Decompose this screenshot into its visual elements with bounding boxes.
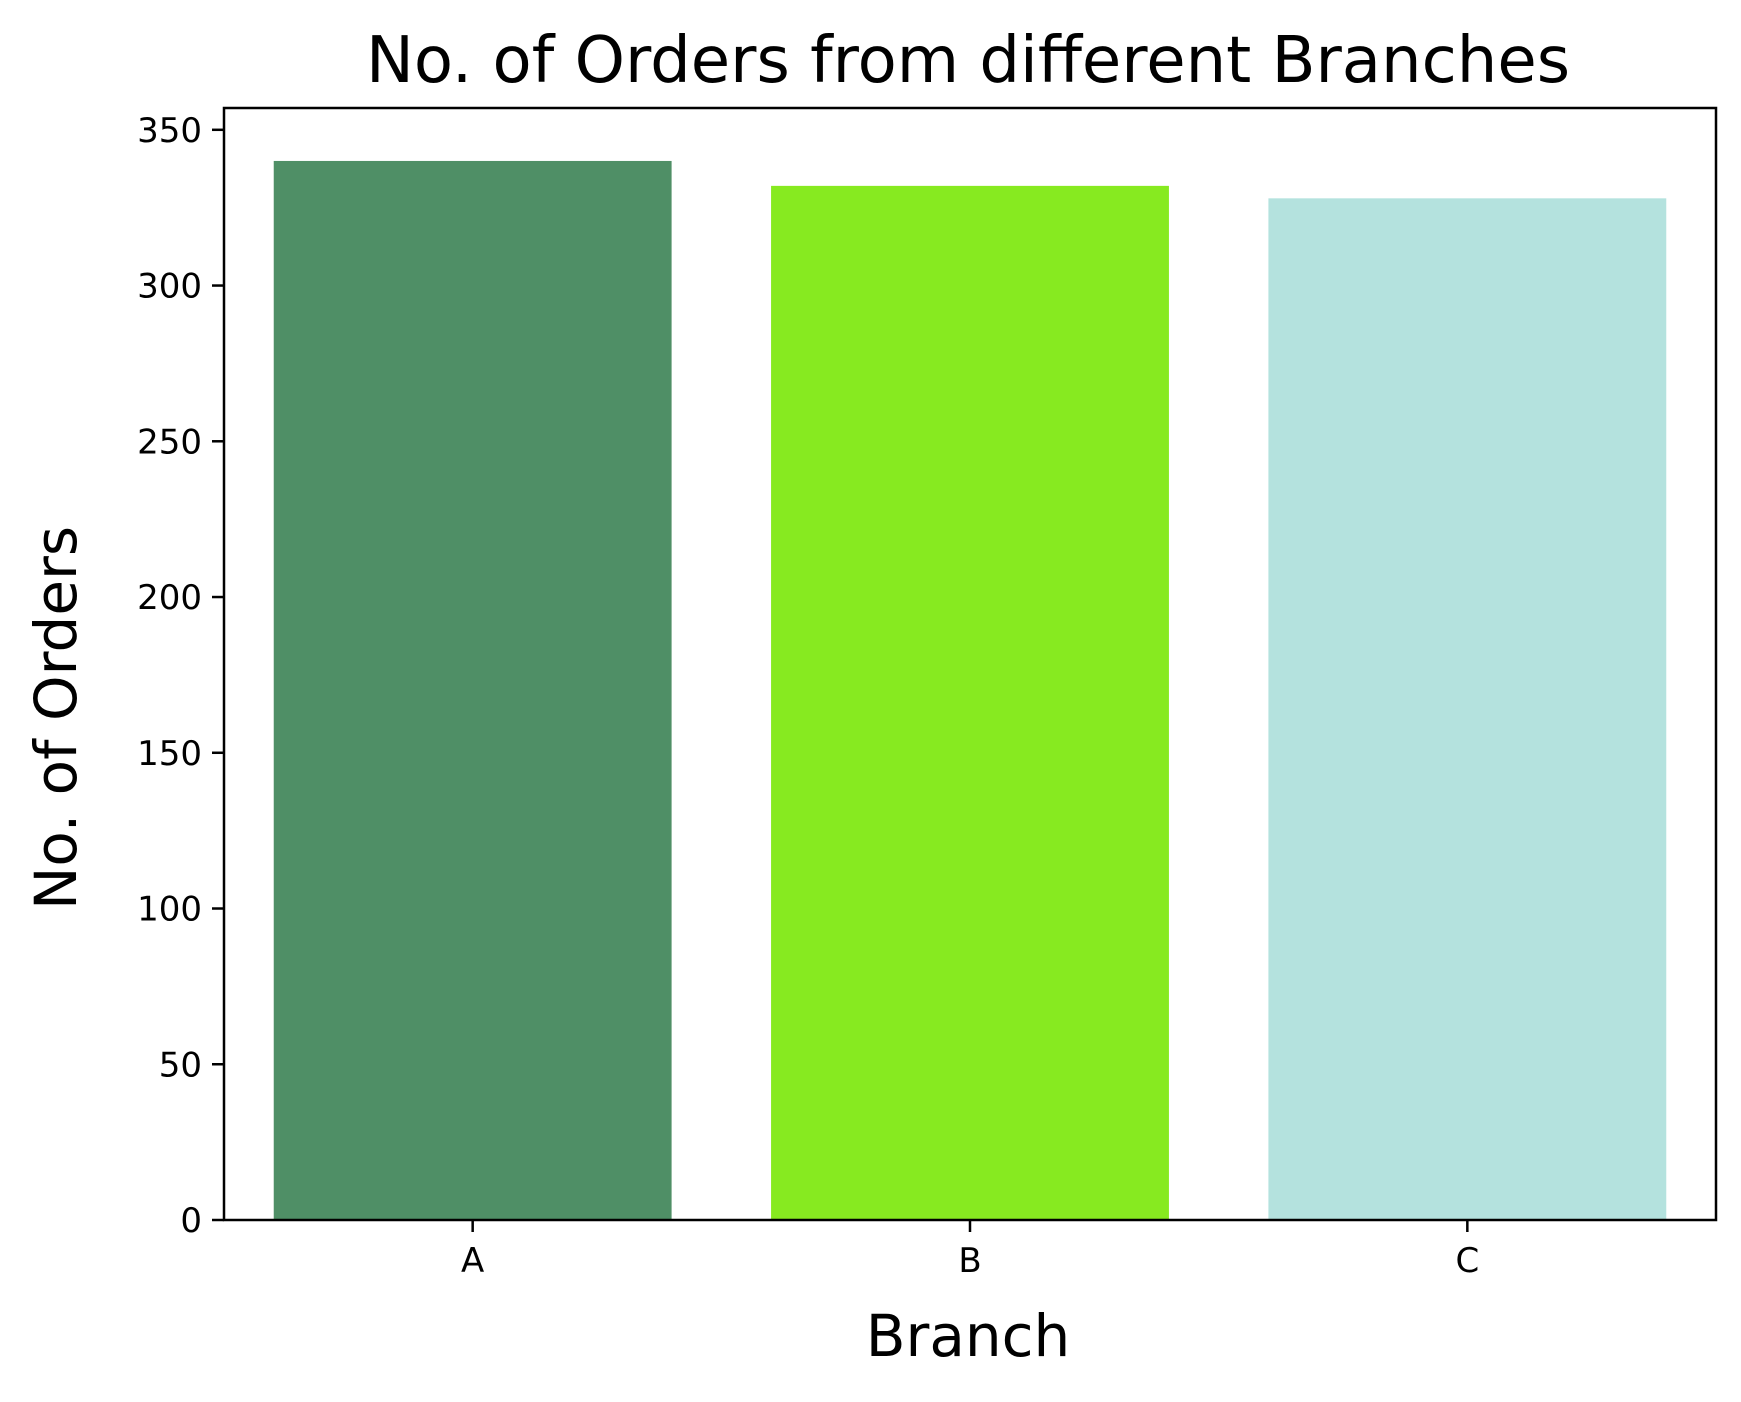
- y-axis-label: No. of Orders: [22, 526, 90, 910]
- y-tick-label: 200: [137, 578, 202, 618]
- bar-A: [273, 160, 672, 1220]
- x-tick-label: B: [958, 1241, 981, 1281]
- x-axis-label: Branch: [866, 1302, 1071, 1370]
- bar-C: [1268, 198, 1667, 1220]
- y-tick-label: 150: [137, 734, 202, 774]
- y-axis-ticks: 0 50 100 150 200 250 300 350: [137, 111, 224, 1241]
- y-tick-label: 0: [180, 1201, 202, 1241]
- y-tick-label: 350: [137, 111, 202, 151]
- y-tick-label: 300: [137, 267, 202, 307]
- bar-B: [771, 185, 1169, 1221]
- x-tick-label: C: [1455, 1241, 1479, 1281]
- y-tick-label: 100: [137, 890, 202, 930]
- plot-frame: [222, 106, 1718, 1222]
- bars-layer: [273, 160, 1667, 1221]
- x-axis-ticks: A B C: [461, 1220, 1479, 1281]
- x-tick-label: A: [461, 1241, 484, 1281]
- y-tick-label: 250: [137, 422, 202, 462]
- chart-title: No. of Orders from different Branches: [366, 24, 1570, 98]
- y-tick-label: 50: [159, 1045, 202, 1085]
